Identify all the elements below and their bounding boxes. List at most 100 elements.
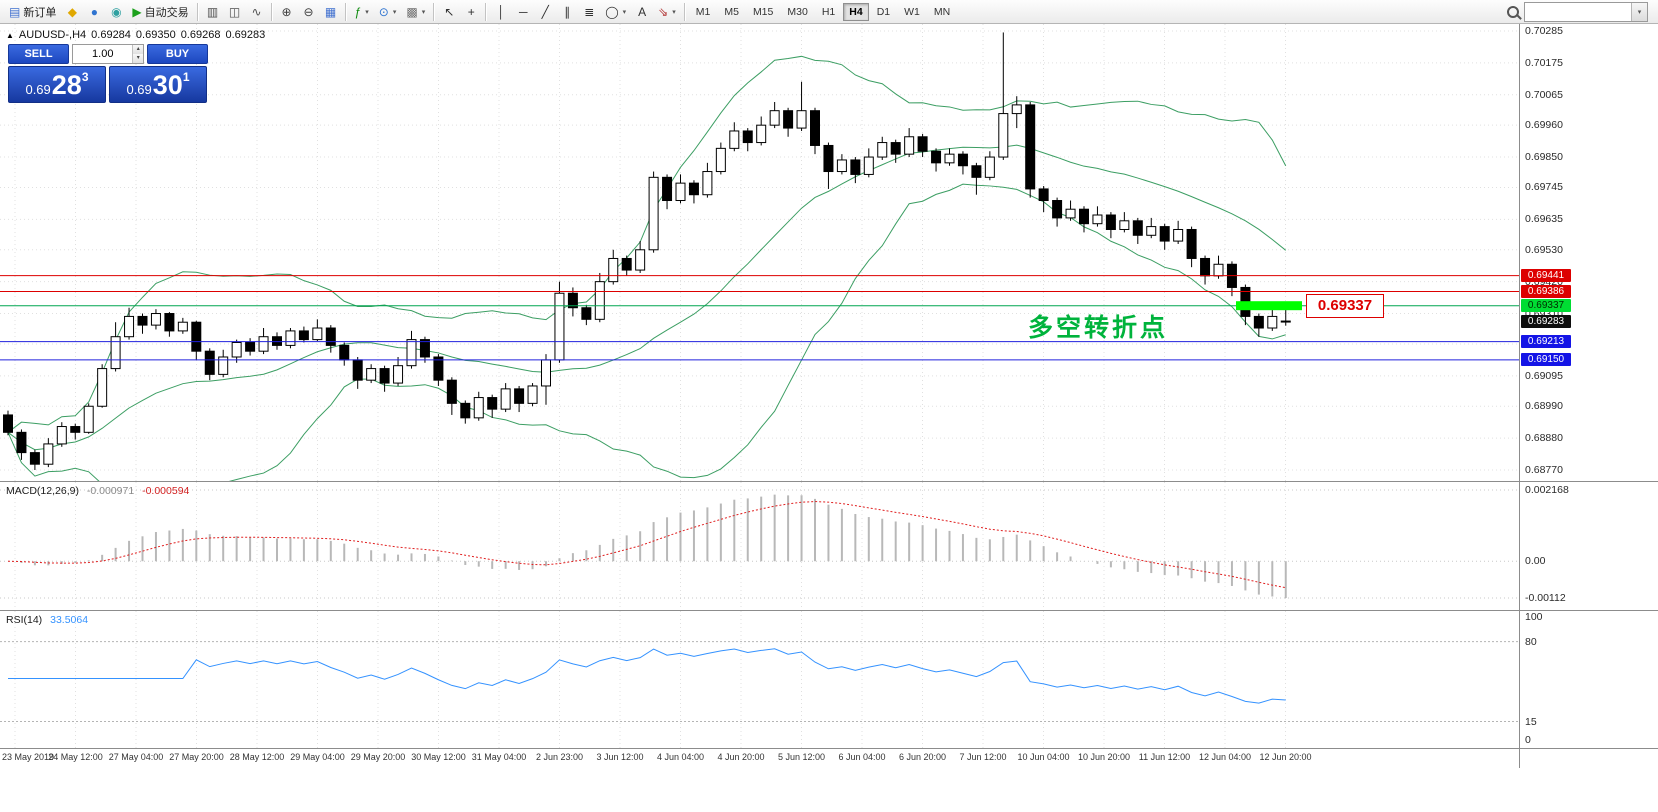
volume-input[interactable]: [73, 45, 133, 63]
search-icon: [1507, 5, 1519, 18]
zoom-out-button[interactable]: ⊖: [298, 2, 320, 22]
market-watch-icon: ◉: [111, 4, 122, 19]
toolbar-separator: [344, 2, 347, 21]
sell-price-button[interactable]: 0.69 28 3: [8, 66, 106, 103]
zoom-in-button[interactable]: ⊕: [276, 2, 298, 22]
one-click-toggle[interactable]: ▲: [6, 30, 14, 40]
price-chart-panel[interactable]: ▲ AUDUSD-,H4 0.69284 0.69350 0.69268 0.6…: [0, 24, 1519, 481]
auto-trading-button[interactable]: ▶ 自动交易: [127, 2, 193, 22]
time-axis-separator: [0, 748, 1658, 749]
timeframe-mn[interactable]: MN: [928, 3, 956, 21]
time-label: 28 May 12:00: [229, 752, 285, 762]
dropdown-icon: ▾: [622, 8, 627, 16]
axis-label: 0.69850: [1525, 151, 1563, 164]
high-value: 0.69350: [135, 29, 176, 41]
price-tag: 0.69150: [1521, 353, 1571, 367]
channel-button[interactable]: ∥: [556, 2, 578, 22]
search-dropdown-button[interactable]: ▾: [1631, 2, 1647, 21]
timeframe-d1[interactable]: D1: [871, 3, 896, 21]
zoom-in-icon: ⊕: [281, 4, 292, 19]
new-order-button[interactable]: ▤ 新订单: [4, 2, 61, 22]
time-label: 23 May 2019: [2, 752, 55, 762]
crosshair-button[interactable]: +: [460, 2, 482, 22]
timeframe-h1[interactable]: H1: [816, 3, 841, 21]
hline-icon: ─: [518, 4, 528, 19]
periods-button[interactable]: ⊙ ▾: [374, 2, 402, 22]
tile-windows-button[interactable]: ▦: [320, 2, 342, 22]
indicators-button[interactable]: ƒ ▾: [350, 2, 374, 22]
rsi-panel[interactable]: RSI(14) 33.5064: [0, 611, 1519, 748]
rsi-axis-label: 15: [1525, 715, 1537, 728]
volume-up-button[interactable]: ▴: [133, 45, 143, 54]
time-label: 6 Jun 20:00: [898, 752, 947, 762]
panel-separator[interactable]: [0, 610, 1658, 611]
trendline-button[interactable]: ╱: [534, 2, 556, 22]
timeframe-h4[interactable]: H4: [843, 2, 869, 21]
text-label-button[interactable]: A: [631, 2, 653, 22]
toolbar-separator: [196, 2, 199, 21]
timeframe-m30[interactable]: M30: [781, 3, 813, 21]
time-label: 5 Jun 12:00: [777, 752, 826, 762]
fibo-icon: ≣: [584, 4, 595, 19]
chart-ohlc-header: ▲ AUDUSD-,H4 0.69284 0.69350 0.69268 0.6…: [6, 29, 265, 41]
buy-price-button[interactable]: 0.69 30 1: [109, 66, 207, 103]
panel-separator[interactable]: [0, 481, 1658, 482]
horizontal-line-button[interactable]: ─: [512, 2, 534, 22]
time-label: 12 Jun 20:00: [1259, 752, 1312, 762]
timeframe-m1[interactable]: M1: [690, 3, 717, 21]
macd-axis-label: 0.00: [1525, 555, 1546, 568]
symbol-search-combo[interactable]: ▾: [1524, 1, 1648, 22]
macd-axis-label: 0.002168: [1525, 484, 1569, 496]
shapes-button[interactable]: ◯ ▾: [600, 2, 631, 22]
timeframe-m5[interactable]: M5: [718, 3, 745, 21]
bar-chart-button[interactable]: ▥: [202, 2, 224, 22]
time-label: 10 Jun 04:00: [1017, 752, 1070, 762]
time-scale[interactable]: 23 May 2019 24 May 12:00 27 May 04:00 27 Ma…: [0, 749, 1519, 767]
axis-label: 0.69095: [1525, 369, 1563, 382]
axis-label: 0.69635: [1525, 213, 1563, 226]
sell-price-big: 28: [51, 70, 82, 101]
buy-price-sup: 1: [182, 70, 190, 84]
profiles-button[interactable]: ●: [83, 2, 105, 22]
open-value: 0.69284: [91, 29, 131, 41]
time-label: 10 Jun 20:00: [1077, 752, 1131, 762]
cursor-button[interactable]: ↖: [438, 2, 460, 22]
rsi-chart[interactable]: [0, 611, 1519, 748]
price-tag: 0.69441: [1521, 269, 1571, 283]
line-chart-button[interactable]: ∿: [246, 2, 268, 22]
timeframe-w1[interactable]: W1: [898, 3, 926, 21]
price-scale[interactable]: 0.70285 0.70175 0.70065 0.69960 0.69850 0.697…: [1519, 24, 1658, 768]
cursor-icon: ↖: [444, 4, 455, 19]
time-label: 24 May 12:00: [48, 752, 103, 762]
linechart-icon: ∿: [251, 4, 262, 19]
time-label: 2 Jun 23:00: [535, 752, 584, 762]
macd-chart[interactable]: [0, 482, 1519, 610]
axis-label: 0.68770: [1525, 464, 1563, 476]
price-tag: 0.69283: [1521, 314, 1571, 328]
volume-stepper[interactable]: ▴ ▾: [72, 44, 144, 64]
axis-label: 0.68990: [1525, 400, 1563, 413]
macd-panel[interactable]: MACD(12,26,9) -0.000971 -0.000594: [0, 482, 1519, 610]
buy-button[interactable]: BUY: [147, 44, 208, 64]
volume-down-button[interactable]: ▾: [133, 54, 143, 63]
price-chart[interactable]: [0, 24, 1519, 481]
new-chart-button[interactable]: ◆: [61, 2, 83, 22]
market-watch-button[interactable]: ◉: [105, 2, 127, 22]
candlestick-chart-button[interactable]: ◫: [224, 2, 246, 22]
one-click-trading-panel: SELL ▴ ▾ BUY 0.69 28 3 0.69: [8, 44, 208, 103]
close-value: 0.69283: [225, 29, 266, 41]
time-label: 3 Jun 12:00: [596, 752, 644, 762]
arrows-button[interactable]: ⇘ ▾: [653, 2, 681, 22]
sell-button[interactable]: SELL: [8, 44, 69, 64]
timeframe-m15[interactable]: M15: [747, 3, 779, 21]
profiles-icon: ●: [90, 4, 98, 19]
rsi-axis-label: 100: [1525, 611, 1543, 623]
templates-button[interactable]: ▩ ▾: [401, 2, 430, 22]
toolbar-separator: [270, 2, 273, 21]
search-input[interactable]: [1525, 3, 1631, 20]
fibonacci-button[interactable]: ≣: [578, 2, 600, 22]
axis-label: 0.70285: [1525, 25, 1563, 37]
dropdown-icon: ▾: [365, 8, 369, 16]
rsi-axis-label: 80: [1525, 635, 1537, 648]
vertical-line-button[interactable]: │: [490, 2, 512, 22]
